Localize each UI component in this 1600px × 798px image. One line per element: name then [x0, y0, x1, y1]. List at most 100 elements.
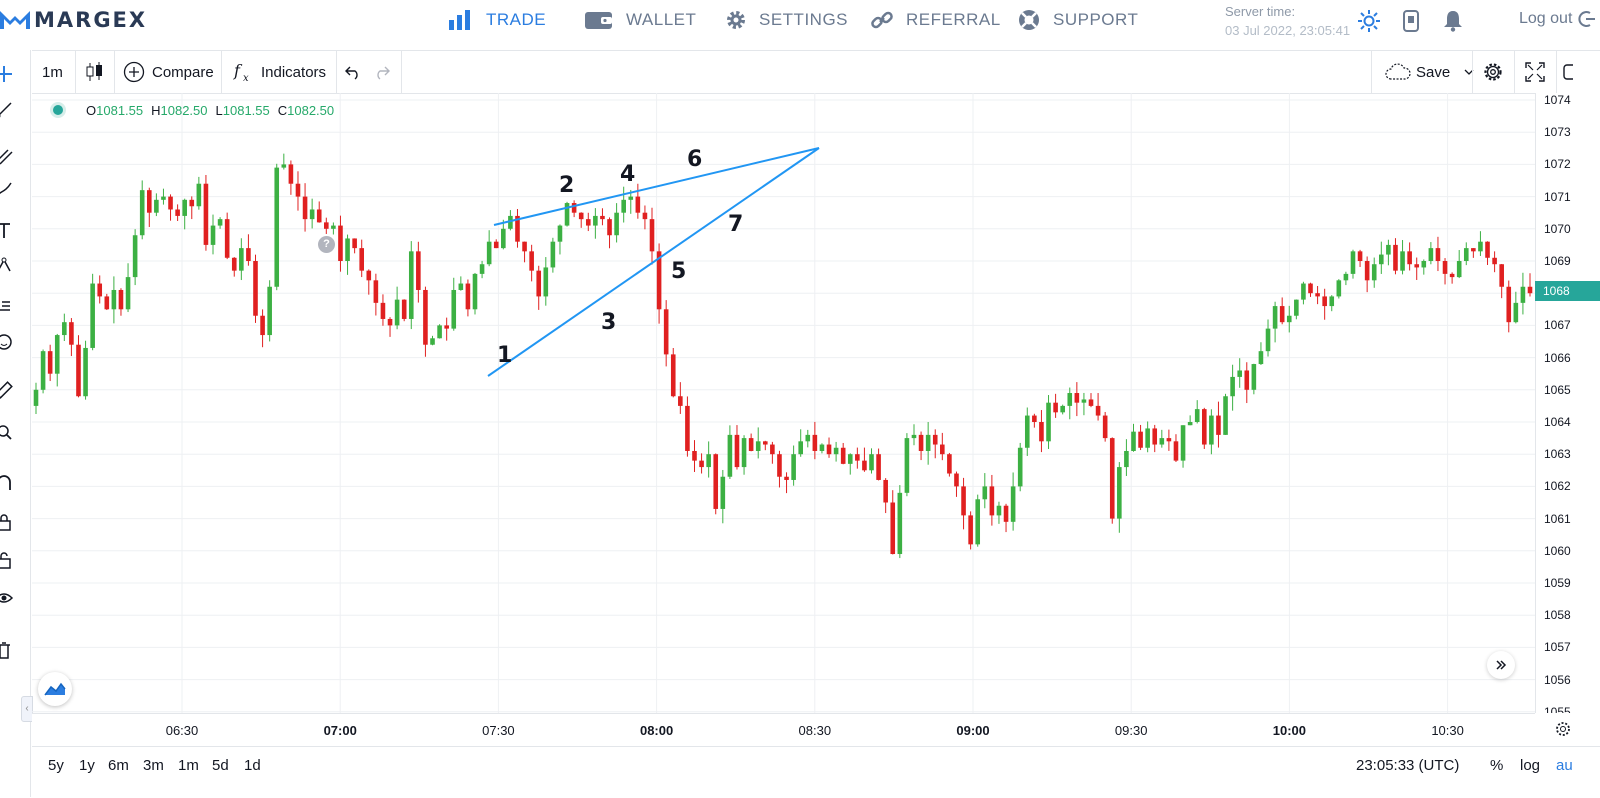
auto-toggle[interactable]: au — [1556, 757, 1573, 774]
series-status-dot[interactable] — [50, 102, 66, 118]
price-tick: 1069 — [1544, 254, 1571, 268]
sun-icon[interactable] — [1358, 10, 1380, 32]
price-tick: 1073 — [1544, 125, 1571, 140]
time-tick: 09:00 — [956, 723, 990, 738]
range-1y[interactable]: 1y — [79, 757, 95, 774]
range-6m[interactable]: 6m — [108, 757, 129, 774]
price-tick: 1055 — [1544, 704, 1571, 713]
chart-type-button[interactable] — [85, 51, 105, 93]
mobile-icon[interactable] — [1402, 10, 1420, 32]
candle-body — [1138, 431, 1143, 448]
candle-body — [1117, 467, 1122, 519]
range-1m[interactable]: 1m — [178, 757, 199, 774]
help-icon[interactable]: ? — [318, 236, 335, 253]
collapse-toolbar-tab[interactable]: ‹ — [21, 696, 33, 722]
price-axis[interactable]: 1074 1073 1072 1071 1070 1069 1068 1067 1066 1065… — [1535, 93, 1600, 713]
logout-button[interactable]: Log out — [1519, 10, 1596, 28]
lock-drawing-icon[interactable] — [0, 512, 14, 532]
fullscreen-button[interactable] — [1524, 51, 1546, 93]
lock-icon[interactable] — [0, 550, 14, 570]
candle-body — [777, 454, 782, 477]
range-5d[interactable]: 5d — [212, 757, 229, 774]
candle-body — [224, 219, 230, 258]
percent-toggle[interactable]: % — [1490, 757, 1504, 774]
range-1d[interactable]: 1d — [244, 757, 261, 774]
candle-body — [536, 270, 542, 297]
nav-settings[interactable]: SETTINGS — [725, 8, 848, 32]
nav-support[interactable]: SUPPORT — [1017, 8, 1138, 32]
price-tick: 1065 — [1544, 382, 1571, 397]
candle-body — [954, 473, 959, 487]
save-button[interactable]: Save — [1384, 51, 1476, 93]
current-price-tag: 1068 — [1535, 281, 1600, 301]
candle-body — [1187, 422, 1193, 426]
candle-body — [585, 219, 591, 226]
candle-body — [416, 251, 421, 290]
price-chart[interactable] — [32, 93, 1535, 713]
interval-button[interactable]: 1m — [42, 51, 63, 93]
magnet-icon[interactable] — [0, 474, 14, 494]
utc-clock[interactable]: 23:05:33 (UTC) — [1356, 757, 1460, 774]
candle-body — [154, 199, 159, 213]
time-axis[interactable]: 06:30 07:00 07:30 08:00 08:30 09:00 09:30 10:00… — [32, 713, 1535, 747]
eye-icon[interactable] — [0, 588, 14, 608]
margex-logo[interactable]: MARGEX — [0, 6, 147, 34]
nav-referral[interactable]: REFERRAL — [870, 8, 1001, 32]
candle-body — [890, 502, 896, 555]
candle-body — [678, 396, 683, 406]
fib-tool-icon[interactable] — [0, 146, 14, 166]
emoji-icon[interactable] — [0, 332, 14, 352]
nav-trade-label: TRADE — [486, 10, 547, 29]
candle-body — [1449, 273, 1455, 278]
snapshot-button[interactable] — [1563, 51, 1573, 93]
redo-button[interactable] — [373, 51, 391, 93]
range-3m[interactable]: 3m — [143, 757, 164, 774]
brush-icon[interactable] — [0, 180, 14, 200]
tradingview-logo-button[interactable] — [38, 672, 72, 706]
trend-line-icon[interactable] — [0, 100, 14, 120]
nav-wallet[interactable]: WALLET — [584, 8, 696, 32]
wedge-trendlines[interactable] — [487, 147, 820, 377]
time-tick: 10:30 — [1431, 723, 1464, 738]
trash-icon[interactable] — [0, 640, 14, 660]
undo-button[interactable] — [344, 51, 362, 93]
candle-body — [515, 215, 520, 242]
price-tick: 1067 — [1544, 318, 1571, 333]
candle-body — [1166, 438, 1172, 442]
candle-body — [444, 325, 449, 329]
candle-body — [847, 454, 853, 464]
projection-tool-icon[interactable] — [0, 294, 14, 314]
candle-body — [1478, 241, 1483, 252]
nav-trade[interactable]: TRADE — [448, 8, 546, 32]
compare-button[interactable]: Compare — [123, 51, 214, 93]
scroll-to-realtime-button[interactable] — [1487, 651, 1515, 679]
toolbar-divider — [75, 51, 76, 93]
text-tool-icon[interactable] — [0, 220, 14, 240]
price-tick: 1057 — [1544, 640, 1571, 655]
candle-body — [805, 434, 811, 442]
candle-body — [989, 486, 995, 516]
log-toggle[interactable]: log — [1520, 757, 1541, 774]
bell-icon[interactable] — [1443, 10, 1463, 32]
candle-body — [1258, 351, 1264, 365]
svg-text:x: x — [243, 73, 249, 83]
ruler-icon[interactable] — [0, 380, 14, 400]
candle-body — [932, 434, 938, 445]
candle-body — [1201, 409, 1207, 445]
pattern-tool-icon[interactable] — [0, 256, 14, 276]
zoom-icon[interactable] — [0, 422, 14, 442]
close-value: 1082.50 — [287, 102, 335, 118]
candle-body — [217, 219, 223, 226]
candle-body — [125, 277, 131, 310]
upper-trendline[interactable] — [493, 147, 820, 226]
chart-settings-button[interactable] — [1482, 51, 1504, 93]
axis-settings-icon[interactable] — [1554, 720, 1572, 738]
candlestick-chart-svg[interactable] — [32, 93, 1535, 713]
lower-trendline[interactable] — [487, 147, 820, 377]
crosshair-icon[interactable] — [0, 64, 14, 84]
candle-body — [1024, 415, 1030, 448]
high-label: H — [151, 102, 161, 118]
wave-label-4: 4 — [620, 162, 636, 187]
range-5y[interactable]: 5y — [48, 757, 64, 774]
